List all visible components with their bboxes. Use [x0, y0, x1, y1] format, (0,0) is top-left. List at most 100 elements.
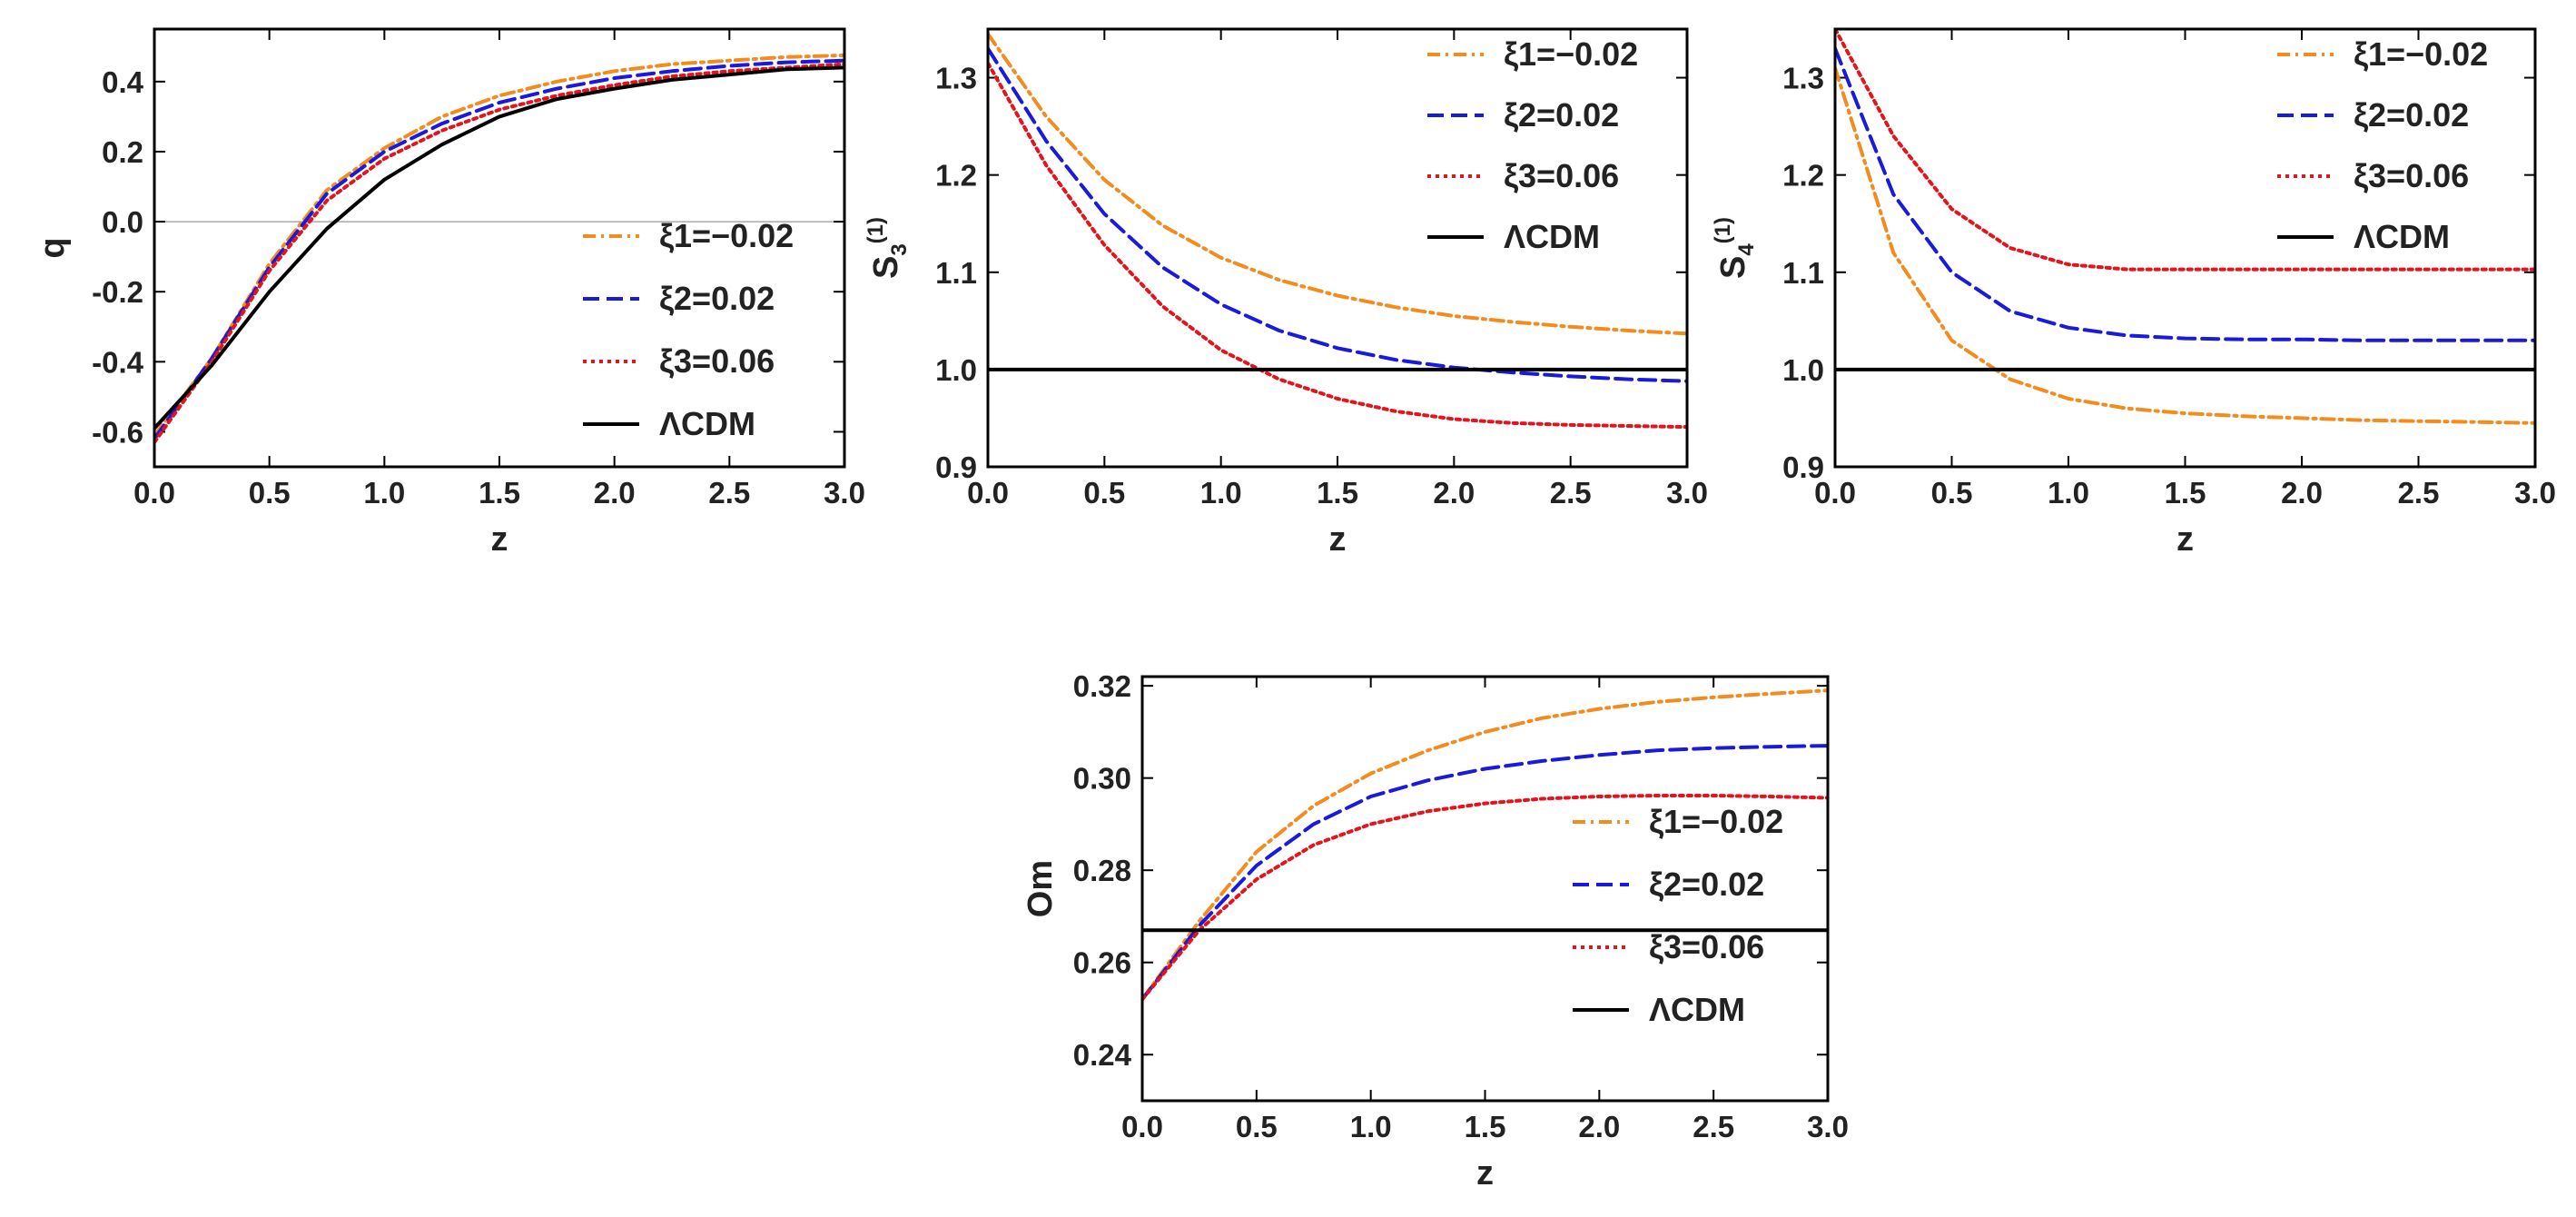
- legend-label-1: ξ2=0.02: [1504, 96, 1619, 134]
- y-axis-label: S4(1): [1711, 217, 1759, 279]
- series-line-0: [154, 53, 844, 438]
- x-tick-label: 0.5: [1236, 1110, 1278, 1143]
- x-tick-label: 1.0: [363, 476, 405, 510]
- y-axis-label-main: S: [1714, 256, 1752, 279]
- y-tick-label: 1.3: [935, 62, 977, 95]
- x-tick-label: 2.5: [708, 476, 750, 510]
- legend-label-1: ξ2=0.02: [1649, 866, 1764, 903]
- x-tick-label: 3.0: [1666, 476, 1708, 510]
- x-tick-label: 2.5: [2398, 476, 2440, 510]
- series-line-2: [154, 62, 844, 444]
- x-tick-label: 0.0: [967, 476, 1009, 510]
- y-tick-label: 1.3: [1782, 62, 1824, 95]
- series-line-2: [988, 61, 1687, 430]
- y-tick-label: 0.2: [102, 135, 143, 169]
- x-tick-label: 0.0: [133, 476, 175, 510]
- legend-label-2: ξ3=0.06: [2354, 157, 2469, 194]
- y-tick-label: 0.24: [1073, 1038, 1132, 1072]
- legend-label-2: ξ3=0.06: [1649, 928, 1764, 965]
- series-line-0: [988, 32, 1687, 336]
- x-tick-label: 0.0: [1814, 476, 1856, 510]
- x-tick-label: 1.5: [479, 476, 520, 510]
- y-axis-label-sub: 4: [1734, 243, 1759, 256]
- x-tick-label: 3.0: [2514, 476, 2556, 510]
- y-axis-label-sup: (1): [1711, 217, 1735, 243]
- legend: ξ1=−0.02 ξ2=0.02 ξ3=0.06 ΛCDM: [1427, 35, 1638, 255]
- x-axis-label: z: [2176, 520, 2194, 559]
- y-tick-label: 1.2: [935, 159, 977, 193]
- y-tick-label: 0.32: [1073, 669, 1131, 703]
- x-tick-label: 1.5: [1317, 476, 1358, 510]
- y-axis-label-main: Om: [1022, 860, 1060, 917]
- series-line-0: [1142, 688, 1828, 1002]
- series-line-2: [1835, 29, 2535, 272]
- plot-frame: [153, 27, 846, 469]
- y-tick-label: -0.2: [92, 275, 143, 309]
- y-tick-label: 0.26: [1073, 946, 1131, 980]
- x-tick-label: 1.0: [1350, 1110, 1392, 1143]
- legend-label-0: ξ1=−0.02: [1504, 35, 1638, 73]
- y-axis-label-main: q: [34, 237, 72, 258]
- plot-frame: [986, 27, 1689, 469]
- y-tick-label: 0.9: [935, 450, 977, 484]
- y-axis-label: Om: [1022, 860, 1060, 917]
- legend-label-0: ξ1=−0.02: [2354, 35, 2488, 73]
- legend: ξ1=−0.02 ξ2=0.02 ξ3=0.06 ΛCDM: [583, 217, 794, 442]
- y-tick-label: 1.0: [1782, 353, 1824, 387]
- y-axis-label-main: S: [867, 256, 905, 279]
- chart-q: 0.0 0.5 1.0 1.5 2.0 2.5 3.0 -0.6 -0.4 -0.2 0.0 0.2 0…: [34, 27, 865, 559]
- series-line-2: [1142, 794, 1828, 1002]
- legend-label-3: ΛCDM: [1504, 218, 1600, 255]
- y-tick-label: 1.1: [1782, 256, 1824, 290]
- x-tick-label: 2.0: [594, 476, 636, 510]
- y-tick-label: 0.30: [1073, 762, 1131, 796]
- chart-om: 0.0 0.5 1.0 1.5 2.0 2.5 3.0 0.24 0.26 0.28 0.30 0.3…: [1022, 669, 1849, 1192]
- series-line-0: [1835, 65, 2535, 425]
- x-tick-label: 2.5: [1550, 476, 1592, 510]
- x-tick-label: 2.0: [1433, 476, 1475, 510]
- series-line-1: [154, 58, 844, 441]
- x-axis-label: z: [491, 520, 508, 559]
- x-tick-label: 2.5: [1693, 1110, 1734, 1143]
- x-tick-label: 0.5: [1931, 476, 1973, 510]
- y-axis-label: q: [34, 237, 72, 258]
- y-tick-label: 0.9: [1782, 450, 1824, 484]
- y-axis-label-sub: 3: [887, 243, 912, 255]
- legend-label-2: ξ3=0.06: [1504, 157, 1619, 194]
- y-tick-label: -0.4: [92, 345, 144, 379]
- y-axis-label-sup: (1): [864, 217, 888, 243]
- series-line-1: [1835, 46, 2535, 342]
- x-tick-label: 0.5: [1083, 476, 1125, 510]
- legend: ξ1=−0.02 ξ2=0.02 ξ3=0.06 ΛCDM: [2277, 35, 2488, 255]
- legend-label-3: ΛCDM: [1649, 991, 1745, 1028]
- chart-s3: 0.0 0.5 1.0 1.5 2.0 2.5 3.0 0.9 1.0 1.1 1.2 1.3 z S3(…: [864, 27, 1708, 559]
- y-tick-label: 1.1: [935, 256, 977, 290]
- series-line-1: [988, 46, 1687, 383]
- x-tick-label: 0.5: [249, 476, 291, 510]
- x-tick-label: 1.0: [1200, 476, 1242, 510]
- series-line-1: [1142, 744, 1828, 1002]
- legend-label-2: ξ3=0.06: [659, 342, 775, 380]
- legend-label-1: ξ2=0.02: [659, 280, 775, 317]
- legend-label-3: ΛCDM: [659, 405, 755, 442]
- plot-frame: [1833, 27, 2537, 469]
- legend: ξ1=−0.02 ξ2=0.02 ξ3=0.06 ΛCDM: [1573, 803, 1783, 1028]
- y-tick-label: -0.6: [92, 415, 143, 449]
- series-line-3: [154, 65, 844, 430]
- legend-label-1: ξ2=0.02: [2354, 96, 2469, 134]
- y-tick-label: 0.4: [102, 65, 144, 99]
- x-tick-label: 2.0: [2281, 476, 2323, 510]
- x-tick-label: 3.0: [824, 476, 865, 510]
- x-tick-label: 1.5: [1465, 1110, 1506, 1143]
- legend-label-0: ξ1=−0.02: [1649, 803, 1783, 840]
- y-axis-label: S3(1): [864, 217, 912, 279]
- x-axis-label: z: [1329, 520, 1347, 559]
- x-tick-label: 1.5: [2165, 476, 2206, 510]
- y-tick-label: 0.0: [102, 205, 143, 239]
- x-tick-label: 0.0: [1121, 1110, 1163, 1143]
- y-tick-label: 0.28: [1073, 854, 1131, 887]
- plot-frame: [1140, 675, 1830, 1103]
- chart-s4: 0.0 0.5 1.0 1.5 2.0 2.5 3.0 0.9 1.0 1.1 1.2 1.3 z S4(…: [1711, 27, 2556, 559]
- legend-label-3: ΛCDM: [2354, 218, 2450, 255]
